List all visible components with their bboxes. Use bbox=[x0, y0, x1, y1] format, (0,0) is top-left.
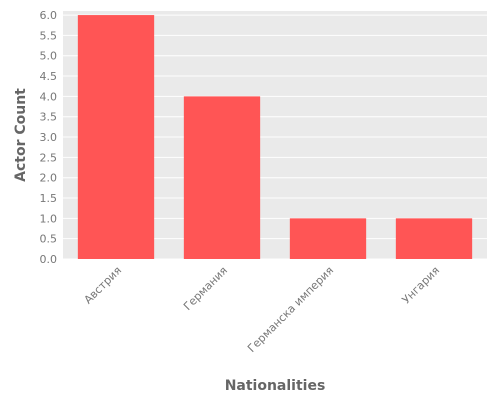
y-tick-label: 6.0 bbox=[40, 9, 58, 22]
y-tick-label: 1.5 bbox=[40, 192, 58, 205]
y-tick-label: 0.5 bbox=[40, 233, 58, 246]
y-tick-label: 5.0 bbox=[40, 50, 58, 63]
y-tick-label: 3.0 bbox=[40, 131, 58, 144]
bar bbox=[183, 96, 261, 260]
y-tick-label: 1.0 bbox=[40, 212, 58, 225]
bar bbox=[77, 15, 155, 260]
y-tick-label: 4.0 bbox=[40, 90, 58, 103]
y-tick-label: 3.5 bbox=[40, 111, 58, 124]
bar bbox=[395, 218, 473, 259]
x-tick-label: Австрия bbox=[82, 264, 125, 307]
y-tick-labels: 0.0 0.5 1.0 1.5 2.0 2.5 3.0 3.5 4.0 4.5 5.0 5.5 6.0 bbox=[40, 9, 58, 266]
x-tick-label: Унгария bbox=[400, 264, 443, 307]
x-tick-label: Германска империя bbox=[245, 264, 336, 355]
x-tick-label: Германия bbox=[181, 264, 230, 313]
y-tick-label: 5.5 bbox=[40, 29, 58, 42]
x-tick-labels: Австрия Германия Германска империя Унгария bbox=[82, 264, 443, 355]
bars bbox=[77, 15, 473, 260]
y-tick-label: 2.5 bbox=[40, 151, 58, 164]
bar bbox=[289, 218, 367, 259]
y-tick-label: 4.5 bbox=[40, 70, 58, 83]
y-tick-label: 2.0 bbox=[40, 172, 58, 185]
y-axis-title: Actor Count bbox=[13, 88, 29, 182]
y-tick-label: 0.0 bbox=[40, 253, 58, 266]
x-axis-title: Nationalities bbox=[225, 378, 326, 394]
